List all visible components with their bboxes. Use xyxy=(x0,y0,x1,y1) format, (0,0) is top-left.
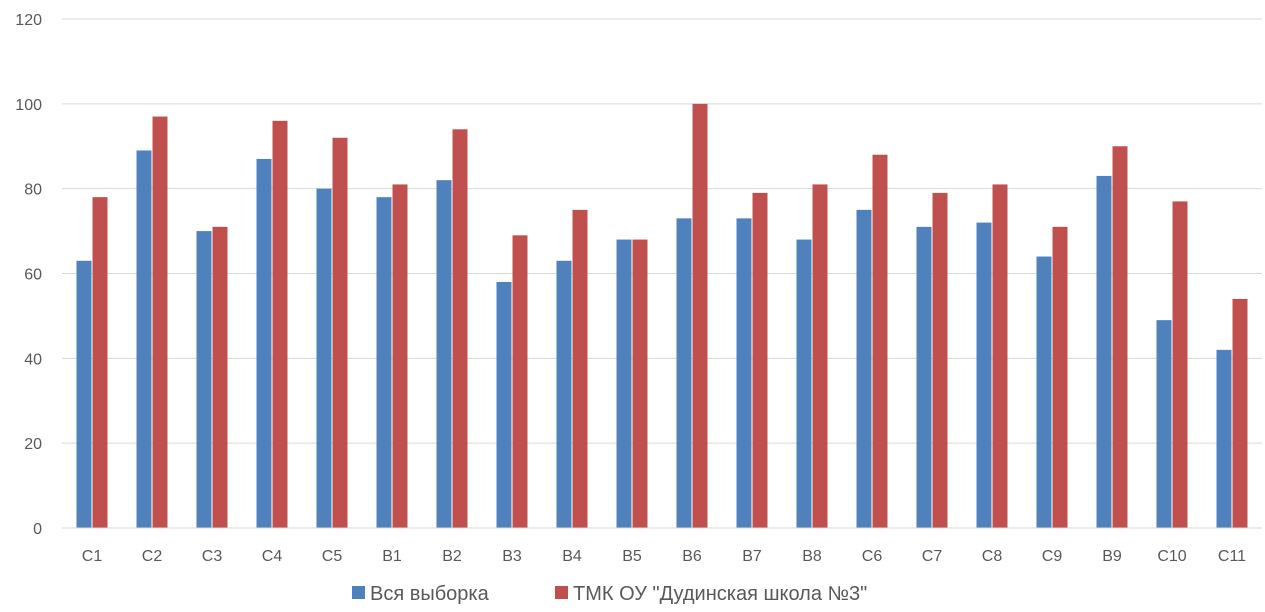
y-tick-label: 80 xyxy=(24,182,42,199)
bar-series-1-B6 xyxy=(676,218,692,528)
bar-series-2-C9 xyxy=(1052,226,1068,528)
x-tick-label: B1 xyxy=(382,548,402,565)
bar-series-2-C11 xyxy=(1232,298,1248,528)
bar-series-2-C10 xyxy=(1172,201,1188,528)
bar-series-1-B3 xyxy=(496,281,512,528)
gridlines xyxy=(62,18,1262,529)
bar-series-2-C3 xyxy=(212,226,228,528)
bar-series-2-B3 xyxy=(512,235,528,528)
bar-series-1-C4 xyxy=(256,158,272,528)
x-tick-label: B6 xyxy=(682,548,702,565)
x-tick-label: B7 xyxy=(742,548,762,565)
bar-series-1-B8 xyxy=(796,239,812,529)
bar-series-1-C7 xyxy=(916,226,932,528)
bar-series-2-C7 xyxy=(932,192,948,529)
x-tick-label: B5 xyxy=(622,548,642,565)
bar-series-1-B2 xyxy=(436,180,452,528)
x-tick-label: C5 xyxy=(322,548,343,565)
x-tick-label: C6 xyxy=(862,548,883,565)
x-axis: C1 C2 C3 C4 C5 B1 B2 B3 B4 B5 B6 B7 B8 C6 C7 C8 C9 B9 C10 C… xyxy=(62,527,1262,565)
x-tick-label: C1 xyxy=(82,548,103,565)
bar-series-2-B1 xyxy=(392,184,408,529)
bar-series-1-C3 xyxy=(196,231,212,529)
bar-series-1-C9 xyxy=(1036,256,1052,528)
bar-series-1-B1 xyxy=(376,197,392,528)
bar-series-2-B8 xyxy=(812,184,828,529)
bar-series-1-C1 xyxy=(76,260,92,528)
legend: Вся выборка ТМК ОУ "Дудинская школа №3" xyxy=(352,583,867,605)
x-tick-label: B4 xyxy=(562,548,582,565)
bar-series-2-B4 xyxy=(572,209,588,528)
x-tick-label: C7 xyxy=(922,548,943,565)
bar-series-1-C5 xyxy=(316,188,332,528)
bar-series-2-C1 xyxy=(92,197,108,528)
bar-series-1-C11 xyxy=(1216,349,1232,528)
x-tick-label: B3 xyxy=(502,548,522,565)
x-tick-label: C11 xyxy=(1218,548,1246,565)
bar-series-2-B2 xyxy=(452,129,468,529)
legend-swatch-2 xyxy=(555,586,568,599)
x-tick-label: C2 xyxy=(142,548,163,565)
bar-series-2-C5 xyxy=(332,137,348,528)
bar-series-1-B7 xyxy=(736,218,752,528)
x-tick-label: C10 xyxy=(1157,548,1186,565)
x-tick-label: B9 xyxy=(1102,548,1122,565)
x-tick-label: B2 xyxy=(442,548,462,565)
bar-series-2-C6 xyxy=(872,154,888,528)
y-tick-label: 120 xyxy=(15,12,42,29)
bar-series-2-B5 xyxy=(632,239,648,529)
x-tick-label: C3 xyxy=(202,548,223,565)
x-tick-label: C8 xyxy=(982,548,1003,565)
bar-series-1-C6 xyxy=(856,209,872,528)
x-tick-label: C9 xyxy=(1042,548,1063,565)
y-tick-label: 60 xyxy=(24,267,42,284)
bar-series-2-C4 xyxy=(272,120,288,529)
bars xyxy=(76,103,1248,529)
legend-label-2: ТМК ОУ "Дудинская школа №3" xyxy=(573,583,867,605)
legend-swatch-1 xyxy=(352,586,365,599)
y-tick-label: 40 xyxy=(24,351,42,368)
bar-series-2-B7 xyxy=(752,192,768,529)
bar-series-1-B9 xyxy=(1096,175,1112,529)
bar-series-2-C2 xyxy=(152,116,168,528)
bar-series-1-B5 xyxy=(616,239,632,529)
y-tick-label: 100 xyxy=(15,97,42,114)
y-axis: 0 20 40 60 80 100 120 xyxy=(15,12,42,538)
bar-series-1-B4 xyxy=(556,260,572,528)
y-tick-label: 0 xyxy=(33,521,42,538)
bar-series-1-C8 xyxy=(976,222,992,528)
legend-label-1: Вся выборка xyxy=(370,583,490,605)
bar-series-2-C8 xyxy=(992,184,1008,529)
x-tick-label: B8 xyxy=(802,548,822,565)
x-tick-label: C4 xyxy=(262,548,283,565)
bar-series-2-B6 xyxy=(692,103,708,528)
bar-series-1-C10 xyxy=(1156,320,1172,528)
bar-series-2-B9 xyxy=(1112,146,1128,528)
y-tick-label: 20 xyxy=(24,436,42,453)
bar-series-1-C2 xyxy=(136,150,152,528)
